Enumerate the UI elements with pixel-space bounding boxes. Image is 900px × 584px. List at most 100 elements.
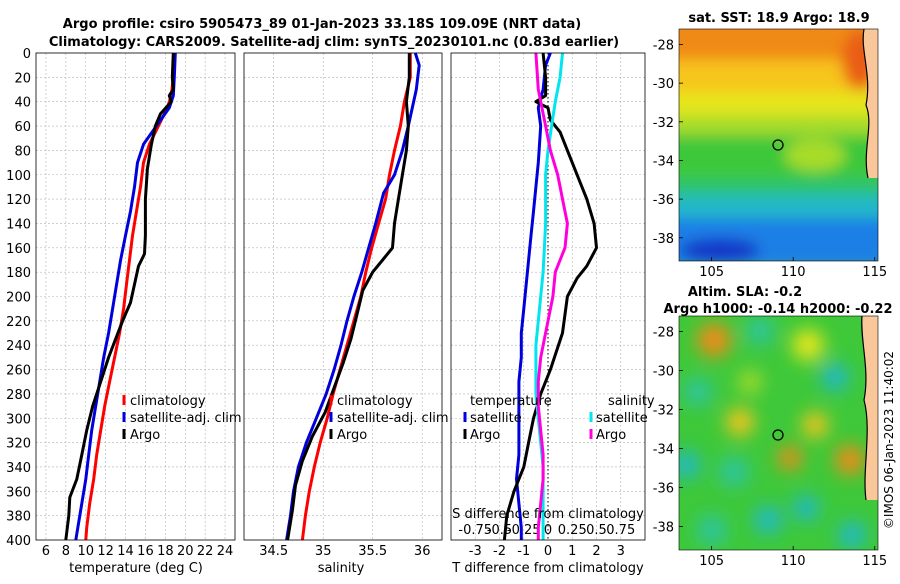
y-tick-label: 180 <box>6 266 31 281</box>
map-x-tick-label: 105 <box>699 554 724 569</box>
x-tick-label: 10 <box>77 544 94 559</box>
series-line-satellite-adj-clim <box>74 52 177 541</box>
x-tick-label: 12 <box>97 544 114 559</box>
x-tick-label: 3 <box>617 544 625 559</box>
series-line-t-argo <box>502 52 598 541</box>
series-line-t-satellite <box>515 52 552 540</box>
map-x-tick-label: 105 <box>699 265 724 280</box>
y-tick-label: 360 <box>6 485 31 500</box>
y-tick-label: 340 <box>6 461 31 476</box>
legend-label-t-argo: Argo <box>470 428 500 443</box>
map-y-tick-label: -32 <box>653 404 674 419</box>
map-x-tick-label: 115 <box>862 554 887 569</box>
legend-title-salinity: salinity <box>608 394 655 409</box>
map-x-tick-label: 110 <box>781 265 806 280</box>
y-tick-label: 380 <box>6 510 31 525</box>
legend-label-satellite: satellite-adj. clim <box>130 411 242 426</box>
map-x-tick-label: 115 <box>862 265 887 280</box>
salinity-xlabel: salinity <box>318 561 365 576</box>
map-y-tick-label: -36 <box>653 193 674 208</box>
map-x-tick-label: 110 <box>781 554 806 569</box>
map-y-tick-label: -30 <box>653 77 674 92</box>
plot-frame <box>243 52 443 541</box>
map-y-tick-label: -28 <box>653 38 674 53</box>
y-tick-label: 200 <box>6 291 31 306</box>
x-tick-label: 24 <box>217 544 234 559</box>
series-line-argo <box>286 53 411 541</box>
x-tick-label: 34.5 <box>259 544 288 559</box>
x2-tick-label: 0.5 <box>586 523 607 538</box>
y-tick-label: 240 <box>6 339 31 354</box>
map-y-tick-label: -28 <box>653 326 674 341</box>
y-tick-label: 40 <box>14 96 31 111</box>
temperature-legend: climatology satellite-adj. clim Argo <box>122 394 242 443</box>
s-diff-xlabel: S difference from climatology <box>452 507 644 522</box>
legend-label-s-satellite: satellite <box>596 411 648 426</box>
salinity-profile-panel: 34.5 35 35.5 36 <box>243 52 443 559</box>
map-y-tick-label: -34 <box>653 443 674 458</box>
t-diff-xlabel: T difference from climatology <box>451 561 644 576</box>
legend-label-argo: Argo <box>337 428 367 443</box>
y-tick-label: 320 <box>6 437 31 452</box>
y-tick-label: 160 <box>6 242 31 257</box>
sst-map-axes: -28 -30 -32 -34 -36 -38 105 110 115 <box>653 38 887 280</box>
sla-map-axes: -28 -30 -32 -34 -36 -38 105 110 115 <box>653 326 887 569</box>
x-tick-label: 35.5 <box>358 544 387 559</box>
y-tick-label: 80 <box>14 144 31 159</box>
series-line-satellite-adj-clim <box>285 52 421 541</box>
x-tick-label: 18 <box>157 544 174 559</box>
legend-label-satellite: satellite-adj. clim <box>337 411 449 426</box>
legend-label-t-satellite: satellite <box>470 411 522 426</box>
series-line-s-argo <box>534 52 569 540</box>
sla-map <box>679 316 878 550</box>
y-tick-label: 400 <box>6 534 31 549</box>
legend-title-temperature: temperature <box>470 394 552 409</box>
x-tick-label: 6 <box>42 544 50 559</box>
x-tick-label: 36 <box>414 544 431 559</box>
sla-map-title-line2: Argo h1000: -0.14 h2000: -0.22 <box>663 302 892 317</box>
plot-frame <box>450 52 646 541</box>
sst-map-title: sat. SST: 18.9 Argo: 18.9 <box>688 11 869 26</box>
x-tick-label: -3 <box>469 544 482 559</box>
map-y-tick-label: -38 <box>653 521 674 536</box>
x-tick-label: 16 <box>137 544 154 559</box>
legend-label-argo: Argo <box>130 428 160 443</box>
y-tick-label: 300 <box>6 412 31 427</box>
argo-position-marker <box>772 429 784 441</box>
argo-position-marker <box>772 139 784 151</box>
x2-tick-label: -0.25 <box>507 523 541 538</box>
legend-label-climatology: climatology <box>130 394 206 409</box>
x2-tick-label: 0.25 <box>558 523 587 538</box>
y-tick-label: 140 <box>6 217 31 232</box>
plot-frame <box>35 52 236 541</box>
x2-tick-label: -0.75 <box>458 523 492 538</box>
legend-label-s-argo: Argo <box>596 428 626 443</box>
x-tick-label: 14 <box>117 544 134 559</box>
x2-tick-label: 0 <box>544 523 552 538</box>
x-tick-label: 1 <box>568 544 576 559</box>
y-tick-label: 280 <box>6 388 31 403</box>
map-y-tick-label: -30 <box>653 365 674 380</box>
x-tick-label: -2 <box>493 544 506 559</box>
x-tick-label: 8 <box>62 544 70 559</box>
sst-map <box>679 29 878 261</box>
difference-profile-panel: -3 -2 -1 0 1 2 3-0.75-0.5-0.25 0 0.25 0.5 0.75 <box>450 52 646 559</box>
map-y-tick-label: -38 <box>653 232 674 247</box>
x-tick-label: 22 <box>197 544 214 559</box>
map-y-tick-label: -36 <box>653 482 674 497</box>
legend-label-climatology: climatology <box>337 394 413 409</box>
main-title-line2: Climatology: CARS2009. Satellite-adj cli… <box>49 35 619 50</box>
imos-watermark: ©IMOS 06-Jan-2023 11:40:02 <box>882 351 896 529</box>
difference-legend: temperature satellite Argo salinity sate… <box>463 394 655 443</box>
y-tick-label: 120 <box>6 193 31 208</box>
y-tick-label: 260 <box>6 364 31 379</box>
y-tick-label: 0 <box>23 47 31 62</box>
temperature-profile-panel: 0 20 40 60 80 100 120 140 160 180 200 220 240 260 280 3… <box>6 47 236 559</box>
map-y-tick-label: -32 <box>653 116 674 131</box>
x-tick-label: 0 <box>544 544 552 559</box>
salinity-legend: climatology satellite-adj. clim Argo <box>329 394 449 443</box>
y-tick-label: 20 <box>14 71 31 86</box>
x-tick-label: 35 <box>315 544 332 559</box>
x-tick-label: 2 <box>592 544 600 559</box>
y-tick-label: 60 <box>14 120 31 135</box>
